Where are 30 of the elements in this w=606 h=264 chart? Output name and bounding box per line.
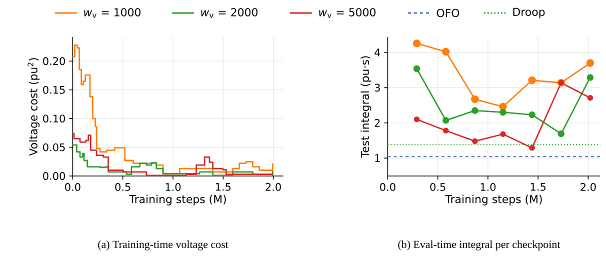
x-tick-label: 2.0: [580, 183, 596, 191]
legend-label: w$_{v}$ = 2000: [201, 8, 258, 18]
legend-label: w$_{v}$ = 1000: [84, 8, 140, 18]
x-tick-label: 2.0: [266, 183, 281, 191]
y-tick-label: 0.20: [43, 57, 65, 66]
x-tick-label: 0.5: [430, 183, 446, 191]
x-axis-title: Training steps (M): [445, 194, 542, 206]
y-tick-label: 3: [374, 84, 380, 92]
y-tick-label: 0.00: [43, 172, 65, 180]
x-tick-label: 0.5: [115, 183, 130, 191]
text: (b) Eval-time integral per checkpoint: [398, 240, 560, 250]
y-tick-label: 0.05: [43, 143, 65, 152]
y-tick-label: 2: [374, 118, 380, 127]
y-tick-label: 4: [374, 48, 380, 56]
x-tick-label: 1.0: [480, 183, 496, 191]
x-tick-label: 0.0: [380, 183, 396, 191]
x-tick-label: 1.5: [530, 183, 546, 191]
x-axis-title: Training steps (M): [129, 194, 226, 206]
y-tick-label: 1: [375, 154, 380, 162]
legend-label: Droop: [513, 8, 545, 18]
text: (a) Training-time voltage cost: [98, 240, 228, 250]
y-tick-label: 0.10: [43, 114, 65, 123]
x-tick-label: 1.0: [166, 183, 181, 191]
legend-label: OFO: [436, 8, 460, 18]
legend-label: w$_{v}$ = 5000: [319, 8, 376, 18]
y-tick-label: 0.15: [43, 86, 65, 94]
y-axis-title: Voltage cost (pu$^{2}$): [28, 58, 40, 156]
x-tick-label: 0.0: [65, 183, 80, 191]
x-tick-label: 1.5: [216, 183, 231, 191]
y-axis-title: Test integral (pu·s): [360, 56, 372, 158]
